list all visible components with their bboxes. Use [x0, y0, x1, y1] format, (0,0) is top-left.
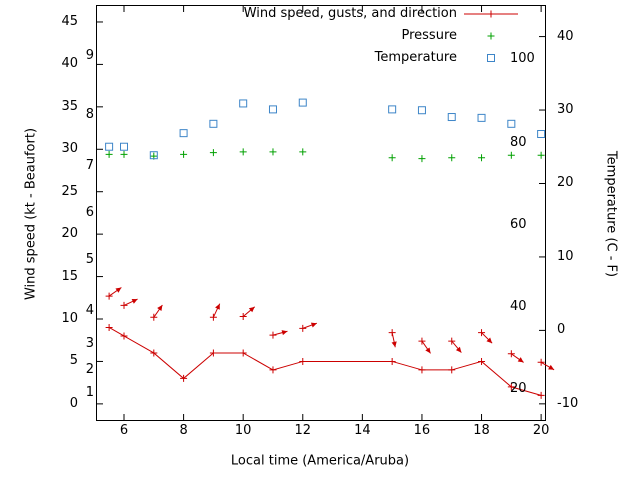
legend-sample-wind: [464, 10, 518, 18]
right-axis-title: Temperature (C - F): [603, 150, 619, 278]
series-pressure: [105, 148, 545, 163]
axis-ticks: [97, 6, 545, 420]
x-axis-title: Local time (America/Aruba): [230, 453, 410, 469]
series-temperature: [105, 98, 546, 160]
series-gusts: [105, 287, 555, 371]
legend-sample-temperature: [487, 54, 495, 62]
left-axis-title: Wind speed (kt - Beaufort): [23, 127, 39, 301]
plot-border: [96, 5, 546, 421]
legend-sample-pressure: [487, 32, 495, 40]
series-wind: [105, 323, 545, 399]
